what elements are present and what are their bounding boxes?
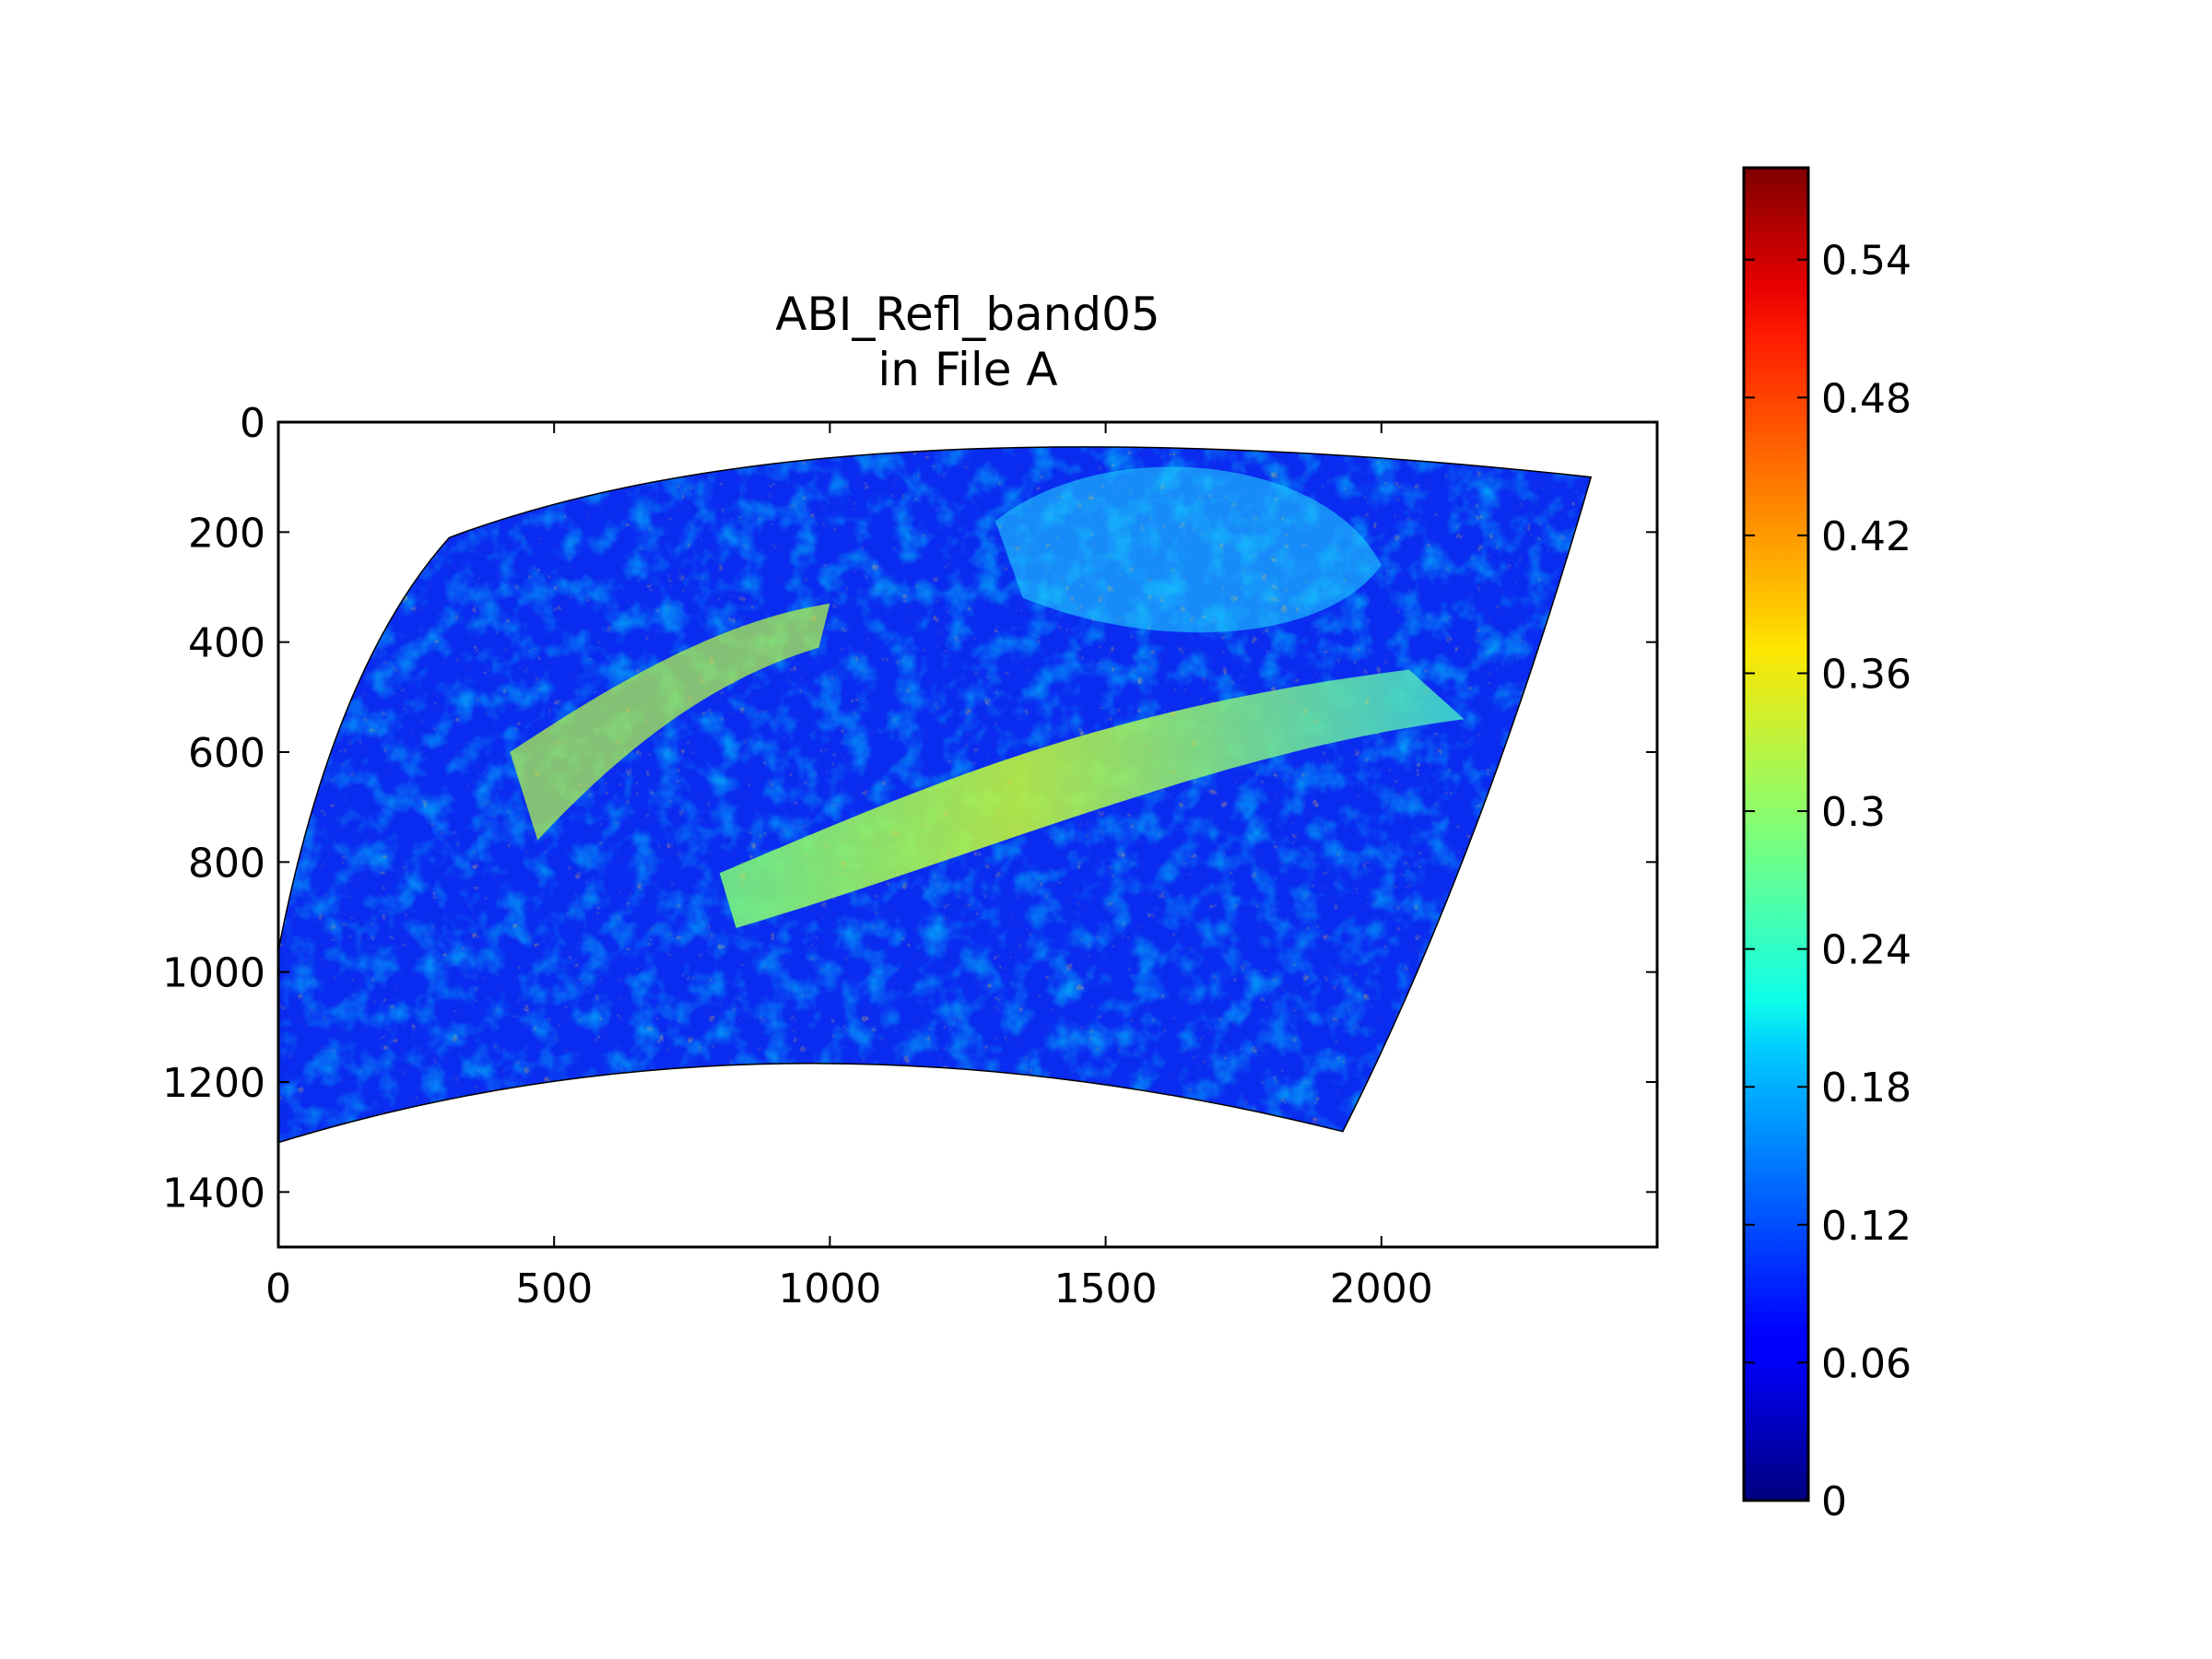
y-tick-label: 0: [240, 400, 265, 447]
colorbar-tick-label: 0: [1821, 1478, 1847, 1525]
colorbar-tick-label: 0.54: [1821, 238, 1912, 285]
chart-subtitle: in File A: [877, 343, 1057, 396]
colorbar-tick-label: 0.18: [1821, 1065, 1912, 1112]
y-tick-label: 800: [188, 840, 265, 887]
colorbar-tick-label: 0.3: [1821, 789, 1886, 836]
colorbar-axis: 0 0.06 0.12 0.18 0.24 0.3 0.36 0.42 0.48 0.54: [1744, 238, 1912, 1525]
colorbar-tick-label: 0.36: [1821, 651, 1912, 698]
x-axis: 0 500 1000 1500 2000: [265, 422, 1433, 1312]
colorbar-tick-label: 0.48: [1821, 375, 1912, 422]
colorbar-tick-label: 0.12: [1821, 1203, 1912, 1250]
colorbar-tick-label: 0.42: [1821, 513, 1912, 560]
y-tick-label: 400: [188, 620, 265, 667]
x-tick-label: 1000: [778, 1265, 881, 1312]
image-speckle-texture: [278, 446, 1592, 1143]
y-tick-label: 1000: [162, 950, 265, 997]
chart-title: ABI_Refl_band05: [775, 288, 1159, 341]
x-tick-label: 500: [515, 1265, 593, 1312]
colorbar-tick-label: 0.06: [1821, 1340, 1912, 1387]
y-tick-label: 1200: [162, 1060, 265, 1107]
x-tick-label: 0: [265, 1265, 291, 1312]
x-tick-label: 1500: [1054, 1265, 1158, 1312]
y-tick-label: 1400: [162, 1170, 265, 1217]
colorbar-tick-label: 0.24: [1821, 927, 1912, 974]
y-tick-label: 200: [188, 510, 265, 557]
colorbar: [1742, 166, 1810, 1502]
reflectance-image: [278, 446, 1592, 1143]
y-tick-label: 600: [188, 730, 265, 777]
axes-frame: [276, 420, 1659, 1249]
x-tick-label: 2000: [1330, 1265, 1433, 1312]
y-axis: 0 200 400 600 800 1000 1200 1400: [162, 400, 1657, 1217]
image-edge: [277, 446, 1593, 1144]
